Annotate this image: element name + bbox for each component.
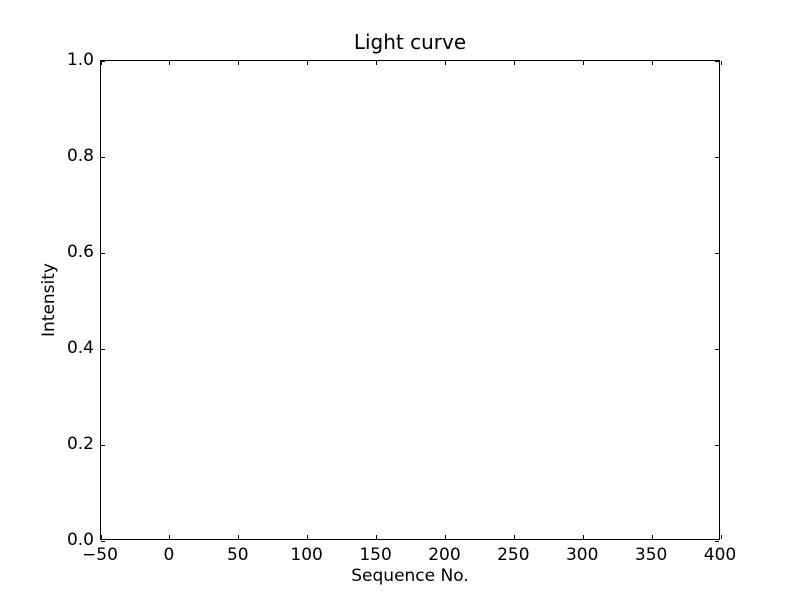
x-tick-mark-top bbox=[100, 61, 102, 65]
x-tick-label: 250 bbox=[497, 545, 530, 565]
x-tick-mark-top bbox=[238, 61, 240, 65]
y-tick-mark bbox=[101, 156, 105, 158]
y-tick-mark bbox=[101, 444, 105, 446]
x-tick-mark bbox=[582, 535, 584, 539]
y-tick-mark-right bbox=[715, 540, 719, 542]
y-tick-mark-right bbox=[715, 348, 719, 350]
y-tick-mark-right bbox=[715, 444, 719, 446]
y-tick-label: 0.8 bbox=[66, 146, 94, 166]
plot-area bbox=[100, 60, 722, 542]
x-tick-mark-top bbox=[444, 61, 446, 65]
x-tick-mark-top bbox=[513, 61, 515, 65]
x-tick-mark bbox=[376, 535, 378, 539]
x-tick-mark bbox=[720, 535, 722, 539]
x-tick-mark bbox=[100, 535, 102, 539]
x-tick-mark-top bbox=[720, 61, 722, 65]
y-tick-mark bbox=[101, 60, 105, 62]
x-tick-label: 400 bbox=[703, 545, 737, 565]
y-axis-label: Intensity bbox=[39, 263, 59, 337]
y-tick-mark bbox=[101, 252, 105, 254]
y-tick-mark bbox=[101, 348, 105, 350]
chart-title: Light curve bbox=[353, 30, 467, 54]
x-tick-mark bbox=[651, 535, 653, 539]
y-tick-label: 0.4 bbox=[66, 338, 94, 358]
x-tick-mark-top bbox=[651, 61, 653, 65]
x-tick-mark bbox=[169, 535, 171, 539]
y-tick-mark bbox=[101, 540, 105, 542]
x-tick-label: 50 bbox=[226, 545, 249, 565]
x-tick-mark bbox=[238, 535, 240, 539]
x-tick-mark-top bbox=[307, 61, 309, 65]
x-tick-label: 200 bbox=[428, 545, 461, 565]
y-tick-label: 1.0 bbox=[66, 50, 94, 70]
x-tick-label: 350 bbox=[634, 545, 668, 565]
x-tick-mark bbox=[307, 535, 309, 539]
x-tick-mark bbox=[444, 535, 446, 539]
x-axis-label: Sequence No. bbox=[351, 566, 469, 586]
x-tick-mark-top bbox=[582, 61, 584, 65]
x-tick-label: 0 bbox=[163, 545, 175, 565]
x-tick-label: 100 bbox=[290, 545, 323, 565]
x-tick-label: −50 bbox=[82, 545, 118, 565]
y-tick-mark-right bbox=[715, 252, 719, 254]
y-tick-label: 0.0 bbox=[66, 530, 94, 550]
x-tick-mark-top bbox=[169, 61, 171, 65]
y-tick-label: 0.2 bbox=[66, 434, 94, 454]
y-tick-label: 0.6 bbox=[66, 242, 94, 262]
x-tick-label: 150 bbox=[359, 545, 392, 565]
x-tick-mark bbox=[513, 535, 515, 539]
y-tick-mark-right bbox=[715, 60, 719, 62]
x-tick-mark-top bbox=[376, 61, 378, 65]
x-tick-label: 300 bbox=[565, 545, 599, 565]
y-tick-mark-right bbox=[715, 156, 719, 158]
